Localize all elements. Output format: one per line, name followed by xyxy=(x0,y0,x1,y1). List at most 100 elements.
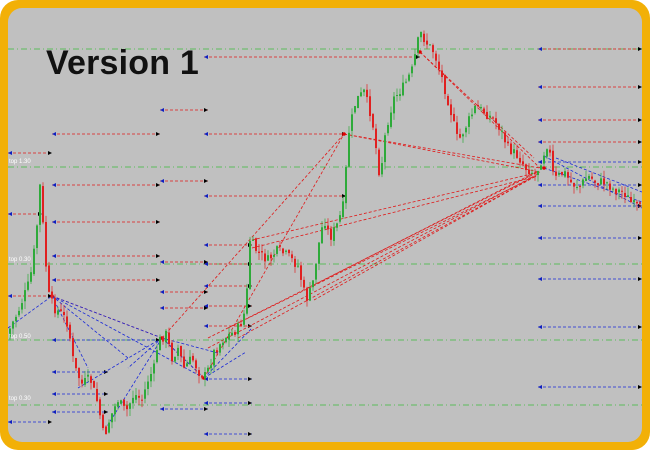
blue-fan-line xyxy=(51,295,163,339)
candle-body xyxy=(510,143,512,155)
blue-level-segment-arrow-right xyxy=(248,401,252,405)
candle-body xyxy=(27,281,29,290)
candle-body xyxy=(501,130,503,132)
candle-body xyxy=(51,291,53,299)
candle-body xyxy=(564,171,566,177)
candle-body xyxy=(102,414,104,428)
candle-body xyxy=(180,345,182,357)
candle-body xyxy=(249,240,251,290)
red-level-segment-arrow-left xyxy=(204,55,208,59)
candle-body xyxy=(210,365,212,369)
candle-body xyxy=(282,248,284,254)
red-level-segment-arrow-right xyxy=(638,85,642,89)
price-chart: top 1.30 top 0.30 top 0.50 top 0.30 xyxy=(8,30,642,436)
candle-body xyxy=(39,184,41,225)
red-level-segment-arrow-right xyxy=(638,47,642,51)
red-level-segment-arrow-right xyxy=(156,183,160,187)
candle-body xyxy=(207,367,209,372)
candle-body xyxy=(219,344,221,353)
blue-fan-line xyxy=(203,351,247,379)
candle-body xyxy=(252,239,254,241)
red-fan-line xyxy=(161,133,345,339)
candle-body xyxy=(33,248,35,275)
red-fan-line xyxy=(343,133,541,169)
candle-body xyxy=(111,413,113,423)
red-level-segment-arrow-left xyxy=(204,324,208,328)
candle-body xyxy=(117,402,119,407)
blue-level-segment-arrow-right xyxy=(48,420,52,424)
candle-body xyxy=(30,272,32,282)
candle-body xyxy=(570,179,572,183)
red-fan-line xyxy=(313,175,537,301)
candle-body xyxy=(258,251,260,254)
red-fan-line xyxy=(227,175,537,329)
candle-body xyxy=(612,188,614,190)
candle-body xyxy=(204,372,206,379)
blue-level-segment-arrow-right xyxy=(248,432,252,436)
red-level-segment-arrow-right xyxy=(248,304,252,308)
candle-body xyxy=(483,108,485,114)
candle-body xyxy=(195,360,197,369)
candle-body xyxy=(123,399,125,406)
blue-level-segment-arrow-left xyxy=(538,160,542,164)
candle-body xyxy=(213,349,215,366)
candle-body xyxy=(474,105,476,114)
blue-fan-line xyxy=(543,155,642,209)
candle-body xyxy=(279,245,281,247)
candle-body xyxy=(504,132,506,143)
candle-body xyxy=(372,114,374,128)
candle-body xyxy=(390,112,392,127)
candle-body xyxy=(546,149,548,157)
candle-body xyxy=(600,178,602,185)
candle-body xyxy=(609,183,611,190)
blue-level-segment-arrow-left xyxy=(52,370,56,374)
red-fan-line xyxy=(343,133,541,173)
red-level-segment-arrow-right xyxy=(156,254,160,258)
candle-body xyxy=(330,229,332,240)
candle-body xyxy=(567,172,569,178)
candle-body xyxy=(540,165,542,170)
candle-body xyxy=(96,389,98,402)
candle-body xyxy=(273,254,275,257)
candle-body xyxy=(582,179,584,186)
candle-body xyxy=(465,127,467,133)
level-labels-layer: top 1.30 top 0.30 top 0.50 top 0.30 xyxy=(9,159,31,402)
candle-body xyxy=(531,172,533,174)
blue-fan-line xyxy=(127,337,163,369)
red-level-segment-arrow-right xyxy=(638,140,642,144)
candle-body xyxy=(486,111,488,119)
red-fan-line xyxy=(251,175,539,249)
red-fan-line xyxy=(251,171,541,241)
candle-body xyxy=(168,332,170,345)
level-label: top 0.30 xyxy=(9,257,31,263)
candle-body xyxy=(312,280,314,288)
candle-body xyxy=(321,227,323,244)
blue-level-segment-arrow-left xyxy=(204,377,208,381)
candle-body xyxy=(108,422,110,433)
candle-body xyxy=(9,328,11,339)
red-level-segment-arrow-left xyxy=(160,179,164,183)
red-level-segment-arrow-right xyxy=(48,294,52,298)
candle-body xyxy=(309,288,311,301)
candle-body xyxy=(630,197,632,203)
candle-body xyxy=(576,187,578,189)
candle-body xyxy=(432,45,434,53)
candle-body xyxy=(192,355,194,361)
candle-body xyxy=(522,161,524,165)
level-label: top 0.50 xyxy=(9,334,31,340)
candle-body xyxy=(267,255,269,261)
blue-level-segment-arrow-left xyxy=(538,277,542,281)
candle-body xyxy=(186,363,188,367)
candle-body xyxy=(171,342,173,362)
candle-body xyxy=(36,225,38,249)
candle-body xyxy=(189,356,191,365)
candle-body xyxy=(345,166,347,204)
blue-level-segment-arrow-left xyxy=(538,236,542,240)
candle-body xyxy=(477,105,479,107)
blue-level-segment-arrow-right xyxy=(638,385,642,389)
candle-body xyxy=(633,200,635,203)
red-level-segment-arrow-left xyxy=(538,118,542,122)
candle-body xyxy=(333,227,335,241)
candle-body xyxy=(48,265,50,292)
